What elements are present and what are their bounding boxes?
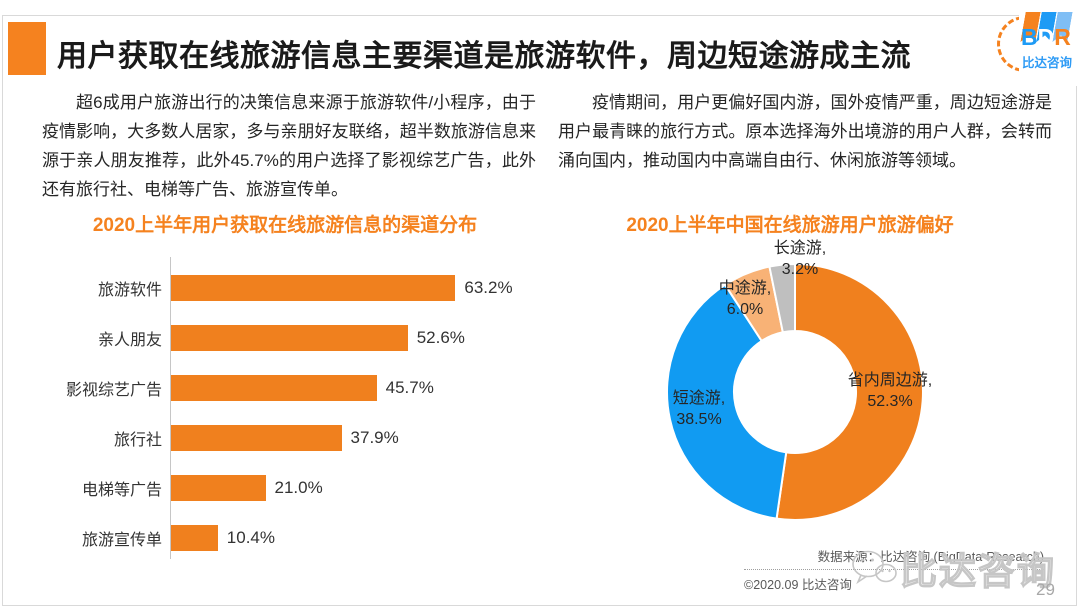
preference-donut-chart: 省内周边游, 52.3% 短途游, 38.5% 中途游, 6.0% 长途游, 3.2% <box>635 232 955 552</box>
slide-border <box>2 15 1077 606</box>
bar <box>171 425 342 451</box>
donut-slice-1 <box>666 283 788 520</box>
page-title: 用户获取在线旅游信息主要渠道是旅游软件，周边短途游成主流 <box>57 40 911 73</box>
donut-label-duantu: 短途游, 38.5% <box>672 390 726 428</box>
bar-category-label: 旅行社 <box>113 432 162 449</box>
bar-row: 电梯等广告 21.0% <box>60 463 530 513</box>
bar-chart-rows: 旅游软件 63.2% 亲人朋友 52.6% 影视综艺广告 45.7% 旅行社 37.9% 电梯等… <box>60 263 530 563</box>
bar-value-label: 52.6% <box>416 328 465 347</box>
donut-chart-title: 2020上半年中国在线旅游用户旅游偏好 <box>626 215 954 236</box>
bar <box>171 475 266 501</box>
bar-value-label: 45.7% <box>385 378 434 397</box>
donut-label-changtu: 长途游, 3.2% <box>773 240 827 278</box>
data-source-text: 数据来源：比达咨询 (BigData-Research) <box>744 546 1044 570</box>
left-summary-paragraph: 超6成用户旅游出行的决策信息来源于旅游软件/小程序，由于疫情影响，大多数人居家，… <box>42 93 536 199</box>
bar-row: 旅游软件 63.2% <box>60 263 530 313</box>
channel-bar-chart: 旅游软件 63.2% 亲人朋友 52.6% 影视综艺广告 45.7% 旅行社 37.9% 电梯等… <box>60 257 530 563</box>
bar <box>171 325 408 351</box>
logo-body: BDR 比达咨询 <box>1019 10 1077 86</box>
bar-row: 影视综艺广告 45.7% <box>60 363 530 413</box>
bar <box>171 525 218 551</box>
footer: 数据来源：比达咨询 (BigData-Research) ©2020.09 比达… <box>744 546 1044 593</box>
donut-slice-3 <box>768 262 796 334</box>
copyright-text: ©2020.09 比达咨询 <box>744 578 852 592</box>
right-summary-paragraph: 疫情期间，用户更偏好国内游，国外疫情严重，周边短途游是用户最青睐的旅行方式。原本… <box>558 93 1052 170</box>
donut-label-shengnei: 省内周边游, 52.3% <box>847 372 933 410</box>
bar <box>171 275 456 301</box>
title-accent-square <box>8 22 46 75</box>
bar-category-label: 电梯等广告 <box>81 482 162 499</box>
bar-value-label: 10.4% <box>226 528 275 547</box>
bar-row: 旅游宣传单 10.4% <box>60 513 530 563</box>
bar-chart-axis-line <box>170 257 171 559</box>
page-number: 29 <box>1036 580 1055 599</box>
bar-row: 旅行社 37.9% <box>60 413 530 463</box>
bar-chart-title: 2020上半年用户获取在线旅游信息的渠道分布 <box>92 215 478 236</box>
bar-row: 亲人朋友 52.6% <box>60 313 530 363</box>
bar-category-label: 亲人朋友 <box>97 332 162 349</box>
bar-value-label: 63.2% <box>464 278 513 297</box>
bar-value-label: 21.0% <box>274 478 323 497</box>
donut-slice-0 <box>775 262 924 521</box>
donut-svg <box>666 262 924 521</box>
bar-category-label: 旅游宣传单 <box>81 532 162 549</box>
bar <box>171 375 377 401</box>
logo-company-name: 比达咨询 <box>1022 56 1073 70</box>
bar-value-label: 37.9% <box>350 428 399 447</box>
bar-category-label: 影视综艺广告 <box>65 382 162 399</box>
logo-bdr-text: BDR <box>1021 24 1071 50</box>
bdr-logo: BDR 比达咨询 <box>995 8 1077 88</box>
donut-label-zhongtu: 中途游, 6.0% <box>718 280 772 318</box>
bar-category-label: 旅游软件 <box>97 282 162 299</box>
